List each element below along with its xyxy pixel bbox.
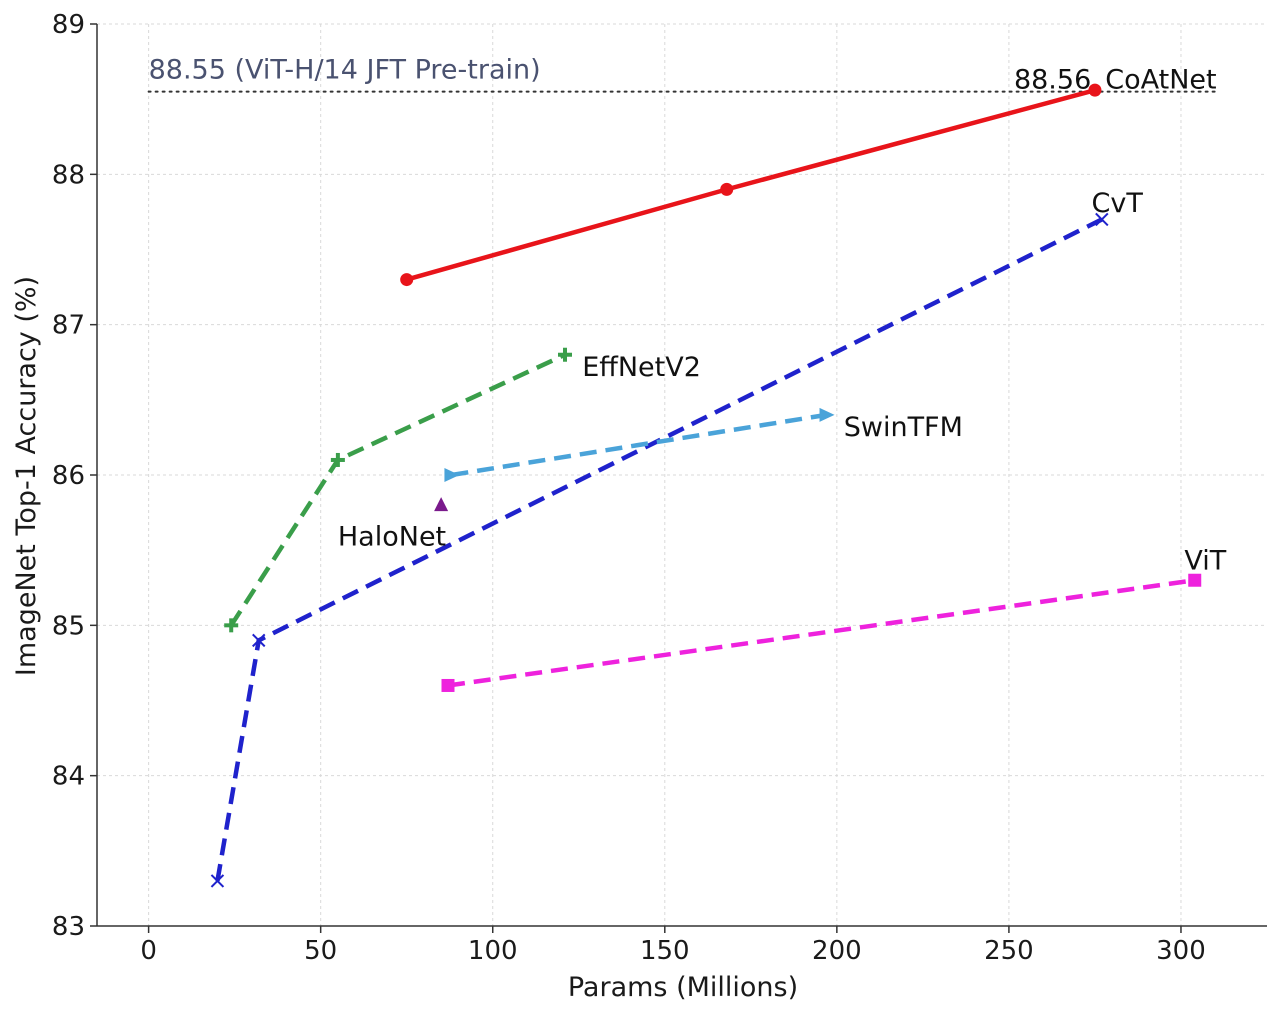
x-tick-label-0: 0 — [140, 936, 157, 966]
value-label-coatnet: 88.56 — [1014, 65, 1091, 96]
point-coatnet-2 — [1088, 83, 1102, 97]
point-cvt-0-stroke-b — [210, 874, 225, 888]
y-tick-label-86: 86 — [52, 461, 85, 491]
series-cvt — [210, 212, 1109, 888]
point-cvt-1 — [252, 633, 266, 648]
y-tick-label-88: 88 — [52, 160, 85, 190]
x-tick-label-250: 250 — [984, 936, 1034, 966]
x-tick-label-100: 100 — [468, 936, 518, 966]
x-tick-label-300: 300 — [1156, 936, 1206, 966]
series-vit — [441, 573, 1202, 692]
series-label-swintfm: SwinTFM — [844, 412, 963, 443]
point-vit-1 — [1188, 573, 1202, 587]
point-cvt-1-stroke-b — [252, 633, 266, 648]
grid — [97, 23, 1267, 927]
x-axis-title: Params (Millions) — [568, 972, 798, 1003]
series-line-effnetv2 — [229, 352, 566, 627]
y-axis-title: ImageNet Top-1 Accuracy (%) — [11, 276, 42, 676]
series-label-cvt: CvT — [1092, 188, 1144, 219]
series-label-effnetv2: EffNetV2 — [582, 352, 701, 383]
point-coatnet-1 — [720, 182, 734, 196]
point-cvt-2 — [1095, 212, 1109, 227]
y-tick-label-83: 83 — [52, 912, 85, 942]
series-label-halonet: HaloNet — [338, 522, 446, 553]
point-cvt-0 — [210, 874, 225, 888]
series-effnetv2 — [224, 347, 572, 633]
point-coatnet-0 — [400, 273, 414, 287]
point-cvt-2-stroke-b — [1095, 212, 1109, 227]
series-label-vit: ViT — [1184, 546, 1226, 577]
reference-line-label: 88.55 (ViT-H/14 JFT Pre-train) — [149, 55, 541, 86]
series-swintfm — [444, 407, 835, 482]
axes: 0 50 100 150 200 250 300 83 84 85 86 87 88 89 — [52, 10, 1267, 966]
x-tick-label-200: 200 — [812, 936, 862, 966]
x-tick-label-150: 150 — [640, 936, 690, 966]
series-labels: CoAtNet 88.56 CvT EffNetV2 SwinTFM HaloNet ViT — [338, 65, 1227, 577]
y-tick-label-87: 87 — [52, 311, 85, 341]
y-tick-label-84: 84 — [52, 762, 85, 792]
point-effnetv2-2 — [558, 347, 572, 362]
series-halonet — [434, 497, 449, 512]
reference-line: 88.55 (ViT-H/14 JFT Pre-train) — [147, 55, 1217, 93]
series-coatnet — [400, 83, 1102, 287]
y-tick-label-85: 85 — [52, 611, 85, 641]
point-vit-0 — [441, 678, 455, 692]
series-line-vit — [447, 578, 1196, 688]
x-tick-label-50: 50 — [304, 936, 337, 966]
series-label-coatnet: CoAtNet — [1105, 65, 1216, 96]
series-line-coatnet — [406, 87, 1096, 282]
point-effnetv2-1 — [330, 452, 345, 467]
series-layer — [210, 83, 1202, 888]
point-halonet-0 — [434, 497, 449, 512]
series-line-swintfm — [451, 412, 827, 478]
point-swintfm-0 — [444, 468, 460, 482]
y-tick-label-89: 89 — [52, 10, 85, 40]
point-swintfm-1 — [819, 407, 835, 422]
point-effnetv2-0 — [224, 618, 239, 633]
